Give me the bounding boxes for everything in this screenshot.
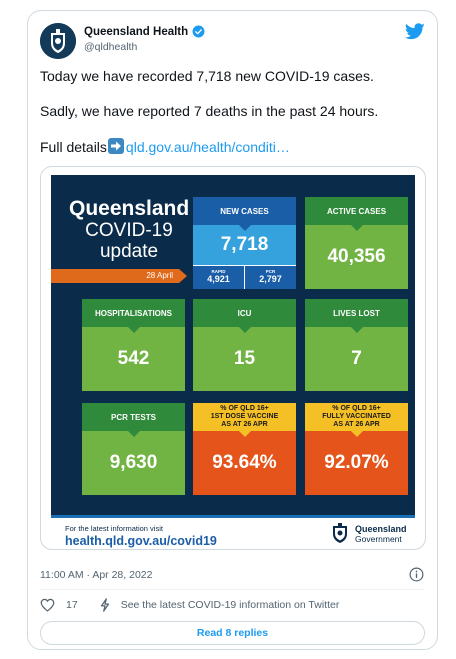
tile-label: % OF QLD 16+ FULLY VACCINATED AS AT 26 A… [305, 403, 408, 437]
covid-update-infographic: Queensland COVID-19 update 28 April NEW … [51, 175, 415, 548]
right-arrow-emoji-icon [107, 138, 124, 154]
tile-value: 7 [305, 327, 408, 391]
tile-icu: ICU 15 [193, 299, 296, 391]
tile-value: 40,356 [305, 225, 408, 289]
author-avatar[interactable] [40, 23, 76, 59]
label-line: 1ST DOSE VACCINE [210, 413, 279, 420]
rapid-cases: RAPID 4,921 [193, 265, 244, 289]
tile-label: ACTIVE CASES [305, 197, 408, 231]
tile-first-dose: % OF QLD 16+ 1ST DOSE VACCINE AS AT 26 A… [193, 403, 296, 495]
verified-badge-icon [192, 25, 205, 38]
tile-label: ICU [193, 299, 296, 333]
new-cases-breakdown: RAPID 4,921 PCR 2,797 [193, 265, 296, 289]
gov-wordmark: Queensland Government [355, 524, 407, 544]
info-icon[interactable] [409, 567, 424, 582]
tile-label: HOSPITALISATIONS [82, 299, 185, 333]
tweet-text-cases: Today we have recorded 7,718 new COVID-1… [40, 68, 374, 84]
tile-value: 92.07% [305, 431, 408, 495]
tweet-timestamp[interactable]: 11:00 AM · Apr 28, 2022 [40, 569, 153, 581]
qld-crest-icon [333, 523, 347, 543]
lightning-icon [100, 598, 109, 612]
qld-crest-icon [40, 23, 76, 59]
tile-label: LIVES LOST [305, 299, 408, 333]
read-replies-button[interactable]: Read 8 replies [40, 621, 425, 645]
tile-label: PCR TESTS [82, 403, 185, 437]
author-name[interactable]: Queensland Health [84, 25, 189, 38]
tile-value: 9,630 [82, 431, 185, 495]
tile-hospitalisations: HOSPITALISATIONS 542 [82, 299, 185, 391]
tile-label: % OF QLD 16+ 1ST DOSE VACCINE AS AT 26 A… [193, 403, 296, 437]
twitter-bird-icon[interactable] [405, 23, 425, 40]
title-queensland: Queensland [69, 197, 190, 220]
tweet-text-deaths: Sadly, we have reported 7 deaths in the … [40, 103, 379, 119]
tile-fully-vaccinated: % OF QLD 16+ FULLY VACCINATED AS AT 26 A… [305, 403, 408, 495]
label-line: % OF QLD 16+ [220, 405, 269, 412]
tweet-text-details: Full details qld.gov.au/health/conditi… [40, 138, 290, 155]
infographic-footer: For the latest information visit health.… [51, 515, 415, 548]
tile-label: NEW CASES [193, 197, 296, 231]
tile-value: 542 [82, 327, 185, 391]
label-line: FULLY VACCINATED [322, 413, 391, 420]
divider [40, 589, 425, 590]
infographic-title: Queensland COVID-19 update [69, 197, 190, 263]
author-handle[interactable]: @qldhealth [84, 41, 138, 53]
gov-sub: Government [355, 534, 402, 544]
date-ribbon: 28 April [51, 269, 187, 283]
tile-new-cases: NEW CASES 7,718 RAPID 4,921 PCR 2,797 [193, 197, 296, 289]
tile-active-cases: ACTIVE CASES 40,356 [305, 197, 408, 289]
rapid-value: 4,921 [207, 274, 230, 284]
heart-icon[interactable] [40, 598, 55, 612]
footer-lead: For the latest information visit [65, 524, 163, 533]
tile-lives-lost: LIVES LOST 7 [305, 299, 408, 391]
details-prefix: Full details [40, 139, 107, 155]
label-line: AS AT 26 APR [221, 421, 268, 428]
tweet-media[interactable]: Queensland COVID-19 update 28 April NEW … [40, 166, 426, 550]
pcr-cases: PCR 2,797 [244, 265, 296, 289]
covid-info-link[interactable]: See the latest COVID-19 information on T… [120, 599, 340, 611]
gov-name: Queensland [355, 524, 407, 534]
label-line: AS AT 26 APR [333, 421, 380, 428]
label-line: % OF QLD 16+ [332, 405, 381, 412]
tweet-actions: 17 See the latest COVID-19 information o… [40, 598, 339, 612]
tile-pcr-tests: PCR TESTS 9,630 [82, 403, 185, 495]
title-update: update [99, 241, 159, 262]
details-link[interactable]: qld.gov.au/health/conditi… [125, 139, 290, 155]
pcr-value: 2,797 [259, 274, 282, 284]
tile-value: 7,718 [193, 225, 296, 265]
like-count[interactable]: 17 [66, 599, 78, 611]
tile-value: 15 [193, 327, 296, 391]
tile-value: 93.64% [193, 431, 296, 495]
pcr-label: PCR [265, 269, 276, 274]
footer-url: health.qld.gov.au/covid19 [65, 534, 217, 548]
author-name-row: Queensland Health [84, 25, 205, 38]
rapid-label: RAPID [211, 269, 226, 274]
title-covid: COVID-19 [85, 220, 173, 241]
tweet-card: Queensland Health @qldhealth Today we ha… [27, 10, 438, 650]
